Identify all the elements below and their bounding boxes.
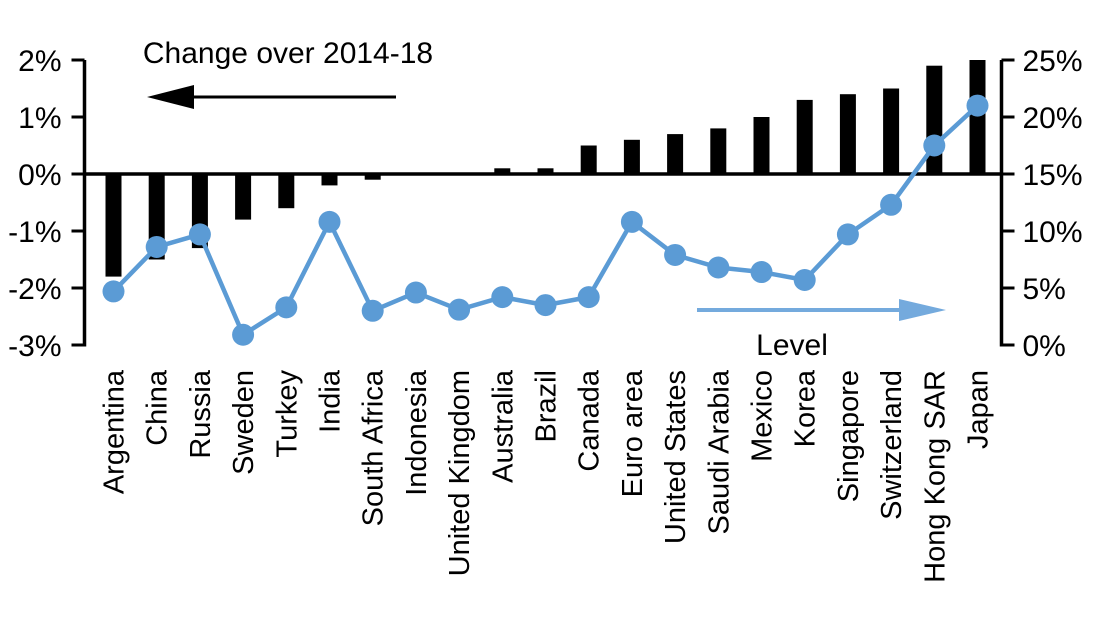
level-point-singapore bbox=[836, 223, 859, 246]
left-axis-tick-label: 0% bbox=[18, 159, 61, 192]
bar-series-group bbox=[105, 60, 986, 277]
bar-sweden bbox=[235, 174, 252, 220]
left-axis-tick-label: -3% bbox=[8, 330, 61, 363]
bar-japan bbox=[969, 60, 986, 174]
line-series-group bbox=[102, 94, 989, 346]
bar-south-africa bbox=[364, 174, 381, 180]
level-point-south-africa bbox=[361, 299, 384, 322]
right-axis-tick-label: 20% bbox=[1023, 102, 1083, 135]
bar-turkey bbox=[278, 174, 295, 209]
bar-united-states bbox=[667, 134, 684, 174]
category-label-turkey: Turkey bbox=[271, 370, 303, 458]
left-axis-tick-label: 1% bbox=[18, 102, 61, 135]
category-label-argentina: Argentina bbox=[99, 369, 131, 494]
bar-euro-area bbox=[623, 139, 640, 174]
level-point-sweden bbox=[232, 323, 255, 346]
level-point-indonesia bbox=[404, 281, 427, 304]
category-label-hong-kong-sar: Hong Kong SAR bbox=[919, 370, 951, 583]
category-label-south-africa: South Africa bbox=[358, 369, 390, 526]
category-label-switzerland: Switzerland bbox=[876, 370, 908, 520]
category-label-saudi-arabia: Saudi Arabia bbox=[703, 369, 735, 534]
bar-brazil bbox=[537, 168, 554, 174]
category-label-russia: Russia bbox=[185, 369, 217, 459]
category-label-united-states: United States bbox=[660, 370, 692, 544]
category-label-indonesia: Indonesia bbox=[401, 369, 433, 496]
level-point-euro-area bbox=[620, 210, 643, 233]
bar-canada bbox=[580, 145, 597, 174]
level-point-korea bbox=[793, 269, 816, 292]
level-point-india bbox=[318, 210, 341, 233]
level-point-hong-kong-sar bbox=[923, 134, 946, 157]
bar-singapore bbox=[839, 94, 856, 174]
category-label-brazil: Brazil bbox=[531, 370, 563, 443]
category-label-singapore: Singapore bbox=[833, 370, 865, 502]
right-axis-tick-label: 15% bbox=[1023, 159, 1083, 192]
bar-hong-kong-sar bbox=[926, 65, 943, 174]
category-label-india: India bbox=[315, 369, 347, 433]
bar-saudi-arabia bbox=[710, 128, 727, 174]
level-point-united-kingdom bbox=[448, 298, 471, 321]
bar-series-annotation-label: Change over 2014-18 bbox=[143, 37, 433, 70]
left-direction-arrow-icon bbox=[147, 85, 396, 109]
category-label-australia: Australia bbox=[487, 369, 519, 483]
right-direction-arrow-icon bbox=[697, 299, 946, 321]
level-point-united-states bbox=[664, 243, 687, 266]
bar-korea bbox=[796, 99, 813, 174]
right-axis-tick-label: 0% bbox=[1023, 330, 1066, 363]
right-axis-tick-label: 10% bbox=[1023, 216, 1083, 249]
level-point-russia bbox=[188, 223, 211, 246]
level-point-switzerland bbox=[880, 193, 903, 216]
category-label-canada: Canada bbox=[574, 369, 606, 471]
axes-group: 2% 1% 0% -1% -2% -3% 25% 20% 15% 10% 5% 0% bbox=[8, 45, 1082, 363]
level-point-japan bbox=[966, 94, 989, 117]
bar-argentina bbox=[105, 174, 122, 277]
level-point-mexico bbox=[750, 261, 773, 284]
level-point-australia bbox=[491, 286, 514, 309]
right-axis-tick-label: 5% bbox=[1023, 273, 1066, 306]
right-axis-tick-label: 25% bbox=[1023, 45, 1083, 78]
category-label-sweden: Sweden bbox=[228, 370, 260, 475]
level-point-china bbox=[145, 235, 168, 258]
line-series-annotation-label: Level bbox=[756, 329, 828, 362]
left-axis-tick-label: 2% bbox=[18, 45, 61, 78]
bar-mexico bbox=[753, 117, 770, 174]
left-axis-tick-label: -2% bbox=[8, 273, 61, 306]
bar-switzerland bbox=[883, 88, 900, 174]
category-label-china: China bbox=[142, 369, 174, 446]
level-point-argentina bbox=[102, 280, 125, 303]
category-label-united-kingdom: United Kingdom bbox=[444, 370, 476, 576]
left-axis-tick-label: -1% bbox=[8, 216, 61, 249]
level-point-brazil bbox=[534, 294, 557, 317]
category-label-mexico: Mexico bbox=[747, 370, 779, 462]
category-label-korea: Korea bbox=[790, 369, 822, 447]
bar-india bbox=[321, 174, 338, 186]
level-point-saudi-arabia bbox=[707, 256, 730, 279]
category-label-euro-area: Euro area bbox=[617, 369, 649, 497]
level-point-turkey bbox=[275, 296, 298, 319]
level-point-canada bbox=[577, 286, 600, 309]
category-label-japan: Japan bbox=[963, 370, 995, 449]
category-axis-labels: Argentina China Russia Sweden Turkey India Sou… bbox=[99, 369, 995, 583]
bar-australia bbox=[494, 168, 511, 174]
